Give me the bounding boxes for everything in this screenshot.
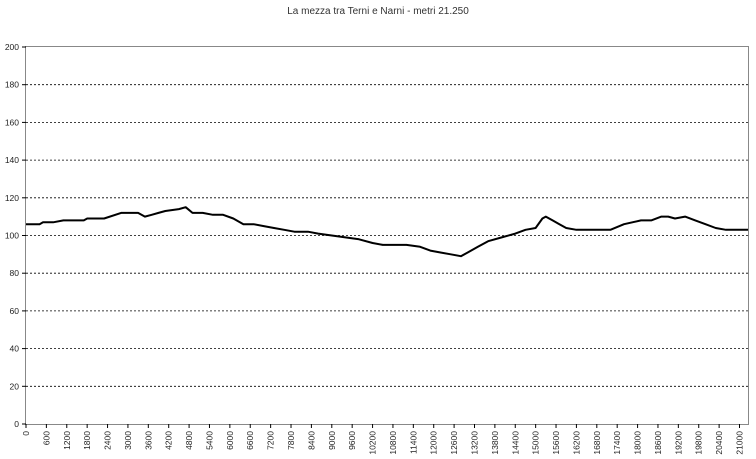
x-tick-label: 18000 [633,431,643,455]
x-tick-label: 17400 [612,431,622,455]
x-tick-label: 15600 [551,431,561,455]
x-tick-label: 13800 [490,431,500,455]
y-tick-label: 140 [5,155,19,165]
x-tick-label: 15000 [531,431,541,455]
y-tick-label: 20 [10,381,20,391]
x-axis: 0 600 1200 1800 2400 3000 3600 4200 4800 5400 6000… [21,424,745,455]
y-tick-label: 0 [14,419,19,429]
y-tick-label: 40 [10,344,20,354]
y-tick-label: 180 [5,80,19,90]
y-tick-label: 160 [5,117,19,127]
y-tick-label: 60 [10,306,20,316]
x-tick-label: 6600 [245,431,255,450]
chart-title: La mezza tra Terni e Narni - metri 21.25… [287,6,469,17]
y-tick-label: 80 [10,268,20,278]
x-tick-label: 0 [21,431,31,436]
x-tick-label: 11400 [408,431,418,454]
x-tick-label: 3000 [123,431,133,450]
x-tick-label: 8400 [306,431,316,450]
x-tick-label: 5400 [204,431,214,450]
x-tick-label: 10800 [388,431,398,455]
x-tick-label: 6000 [225,431,235,450]
x-tick-label: 18600 [653,431,663,455]
y-axis: 0 20 40 60 80 100 120 140 160 180 200 [5,42,26,429]
y-tick-label: 100 [5,231,19,241]
x-tick-label: 4800 [184,431,194,450]
series-layer [26,206,748,258]
x-tick-label: 13200 [469,431,479,455]
x-tick-label: 16800 [592,431,602,455]
x-tick-label: 600 [41,431,51,445]
x-tick-label: 16200 [571,431,581,455]
x-tick-label: 19200 [673,431,683,455]
x-tick-label: 1800 [82,431,92,450]
y-tick-label: 120 [5,193,19,203]
gridlines [26,84,748,387]
x-tick-label: 9000 [327,431,337,450]
x-tick-label: 21000 [735,431,745,455]
x-tick-label: 2400 [103,431,113,450]
y-tick-label: 200 [5,42,19,52]
series-line [26,206,748,258]
x-tick-label: 4200 [164,431,174,450]
x-tick-label: 7800 [286,431,296,450]
x-tick-label: 9600 [347,431,357,450]
x-tick-label: 12600 [449,431,459,455]
x-tick-label: 7200 [266,431,276,450]
x-tick-label: 1200 [62,431,72,450]
x-tick-label: 14400 [510,431,520,455]
x-tick-label: 20400 [714,431,724,455]
x-tick-label: 10200 [368,431,378,455]
x-tick-label: 3600 [143,431,153,450]
x-tick-label: 19800 [694,431,704,455]
x-tick-label: 12000 [429,431,439,455]
